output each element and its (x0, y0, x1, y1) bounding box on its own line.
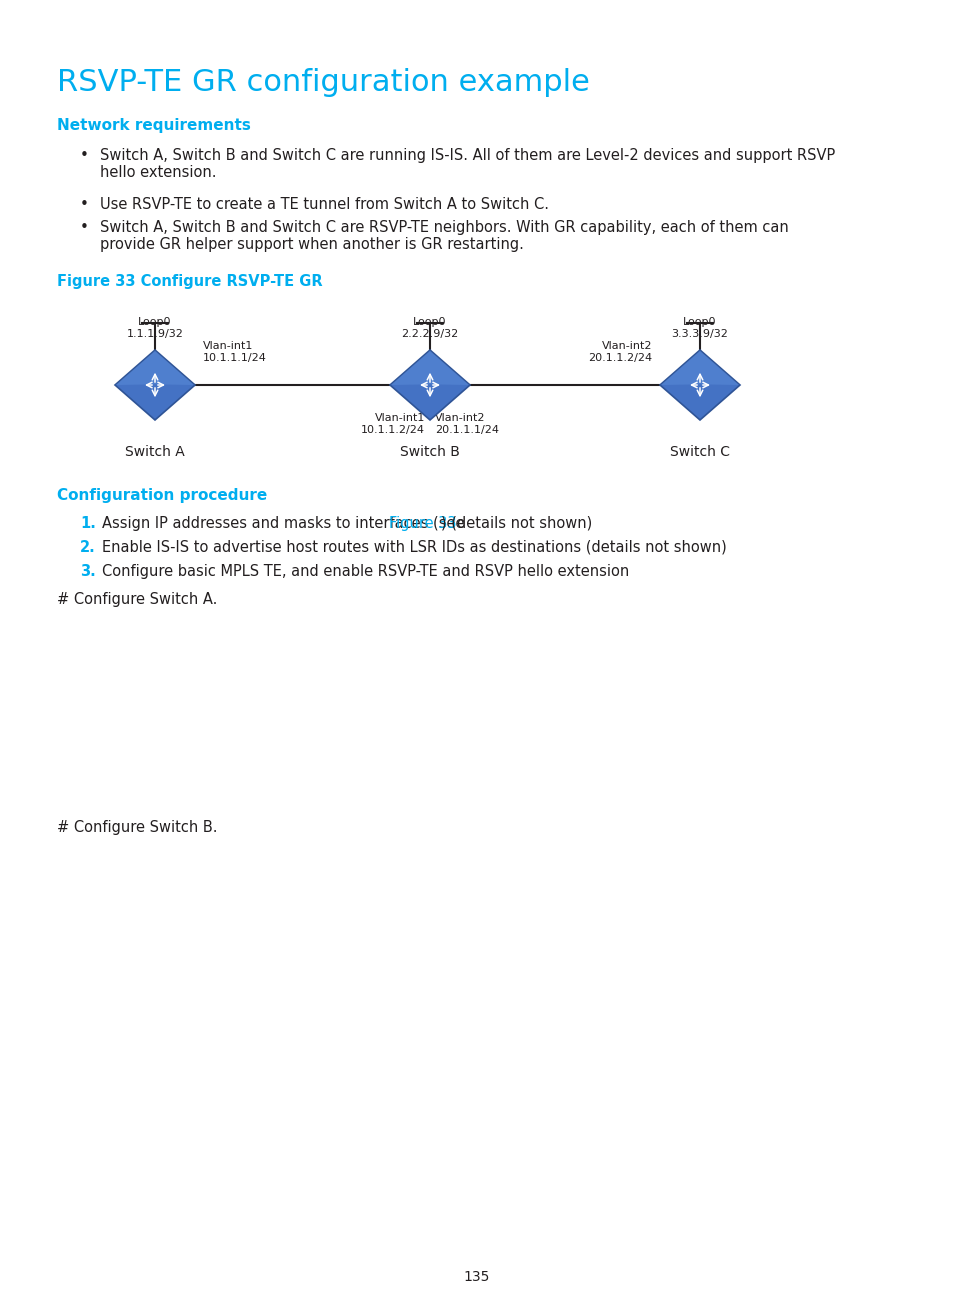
Text: Figure 33: Figure 33 (388, 516, 456, 531)
Polygon shape (391, 351, 469, 385)
Text: 2.: 2. (80, 540, 95, 555)
Text: •: • (80, 148, 89, 163)
Text: Vlan-int2
20.1.1.2/24: Vlan-int2 20.1.1.2/24 (587, 341, 651, 363)
Text: Switch A: Switch A (125, 445, 185, 459)
Text: Switch A, Switch B and Switch C are RSVP-TE neighbors. With GR capability, each : Switch A, Switch B and Switch C are RSVP… (100, 220, 788, 253)
Text: Vlan-int1
10.1.1.2/24: Vlan-int1 10.1.1.2/24 (360, 413, 424, 434)
Text: Loop0
3.3.3.9/32: Loop0 3.3.3.9/32 (671, 318, 728, 338)
Text: 135: 135 (463, 1270, 490, 1284)
Text: Use RSVP-TE to create a TE tunnel from Switch A to Switch C.: Use RSVP-TE to create a TE tunnel from S… (100, 197, 548, 213)
Text: 1.: 1. (80, 516, 95, 531)
Text: Figure 33 Configure RSVP-TE GR: Figure 33 Configure RSVP-TE GR (57, 273, 322, 289)
Polygon shape (660, 351, 739, 385)
Text: Switch B: Switch B (399, 445, 459, 459)
Text: Switch A, Switch B and Switch C are running IS-IS. All of them are Level-2 devic: Switch A, Switch B and Switch C are runn… (100, 148, 835, 180)
Polygon shape (115, 350, 194, 420)
Text: # Configure Switch A.: # Configure Switch A. (57, 592, 217, 607)
Text: •: • (80, 220, 89, 235)
Text: ) (details not shown): ) (details not shown) (441, 516, 592, 531)
Text: RSVP-TE GR configuration example: RSVP-TE GR configuration example (57, 67, 589, 97)
Text: Configuration procedure: Configuration procedure (57, 489, 267, 503)
Text: Loop0
1.1.1.9/32: Loop0 1.1.1.9/32 (127, 318, 183, 338)
Text: Switch C: Switch C (669, 445, 729, 459)
Text: Vlan-int2
20.1.1.1/24: Vlan-int2 20.1.1.1/24 (435, 413, 498, 434)
Polygon shape (390, 350, 470, 420)
Text: •: • (80, 197, 89, 213)
Text: Vlan-int1
10.1.1.1/24: Vlan-int1 10.1.1.1/24 (203, 341, 267, 363)
Text: 3.: 3. (80, 564, 95, 579)
Text: Assign IP addresses and masks to interfaces (see: Assign IP addresses and masks to interfa… (102, 516, 469, 531)
Text: Loop0
2.2.2.9/32: Loop0 2.2.2.9/32 (401, 318, 458, 338)
Text: Network requirements: Network requirements (57, 118, 251, 133)
Polygon shape (659, 350, 740, 420)
Text: Enable IS-IS to advertise host routes with LSR IDs as destinations (details not : Enable IS-IS to advertise host routes wi… (102, 540, 726, 555)
Text: # Configure Switch B.: # Configure Switch B. (57, 820, 217, 835)
Polygon shape (115, 351, 194, 385)
Text: Configure basic MPLS TE, and enable RSVP-TE and RSVP hello extension: Configure basic MPLS TE, and enable RSVP… (102, 564, 629, 579)
